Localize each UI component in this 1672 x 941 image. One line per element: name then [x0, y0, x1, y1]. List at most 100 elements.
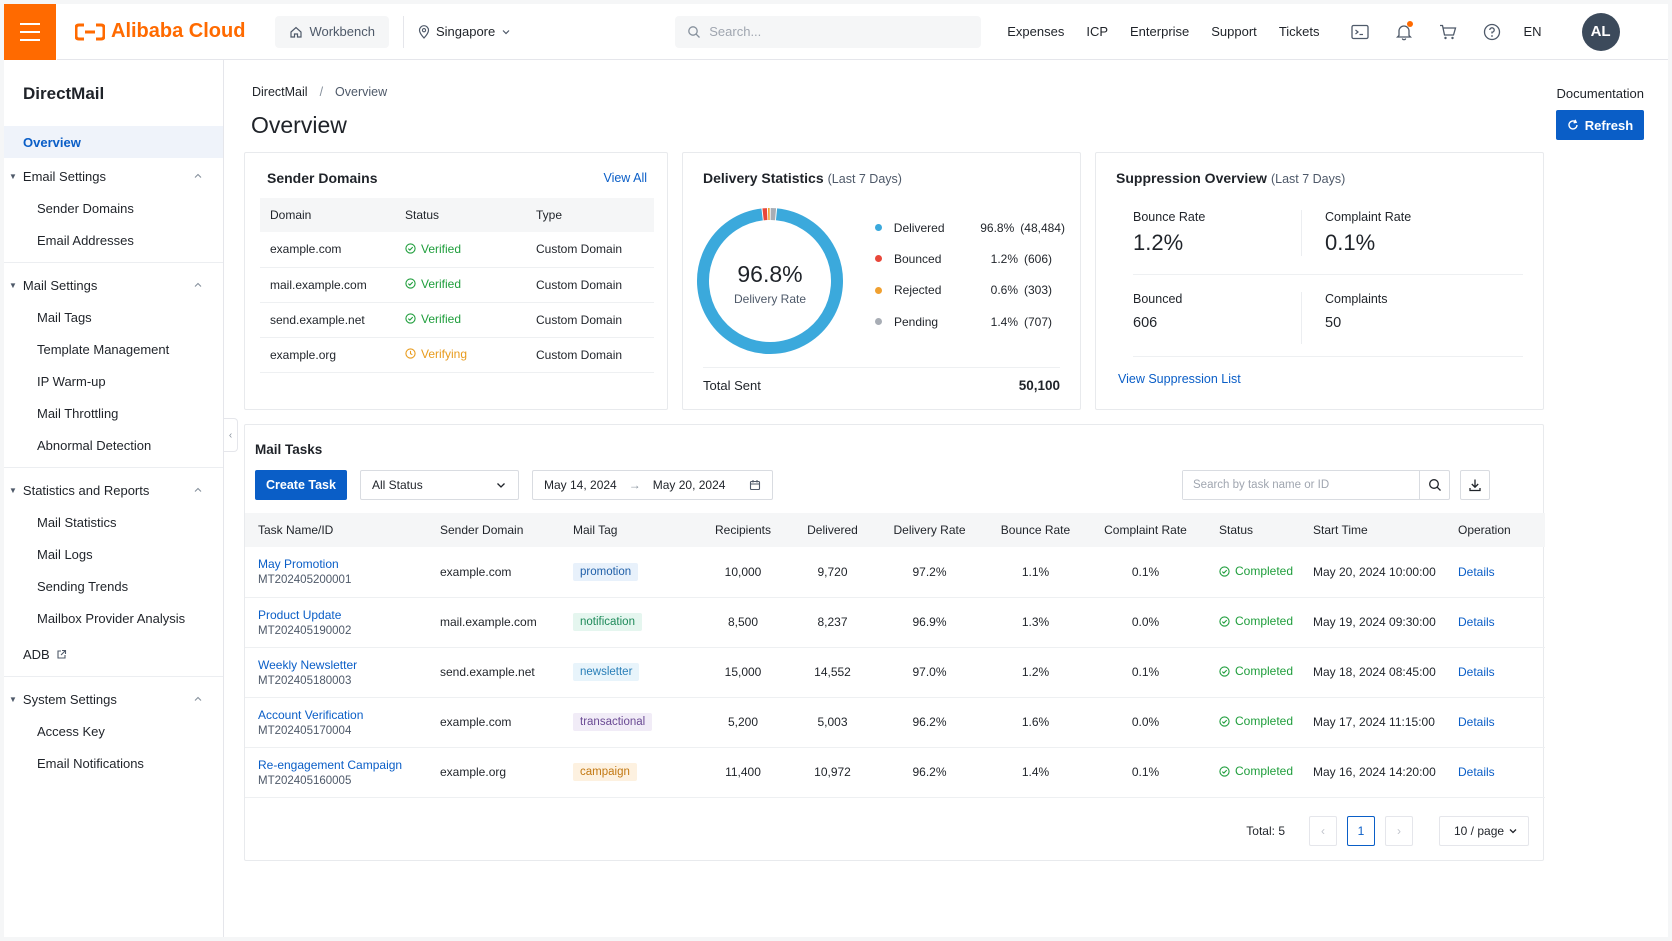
task-name-link[interactable]: Weekly Newsletter: [258, 657, 358, 672]
sidebar-item-email-addresses[interactable]: Email Addresses: [37, 232, 134, 248]
sidebar-item-mail-statistics[interactable]: Mail Statistics: [37, 514, 117, 530]
nav-link-expenses[interactable]: Expenses: [1007, 24, 1065, 39]
sidebar-item-ip-warm-up[interactable]: IP Warm-up: [37, 373, 106, 389]
mail-tag-badge: campaign: [573, 763, 637, 781]
breadcrumb: DirectMail / Overview: [252, 85, 387, 99]
legend-dot: [875, 318, 882, 326]
nav-link-enterprise[interactable]: Enterprise: [1130, 24, 1190, 39]
download-button[interactable]: [1460, 470, 1490, 500]
status-text: Completed: [1235, 564, 1294, 578]
nav-link-support[interactable]: Support: [1211, 24, 1257, 39]
user-avatar[interactable]: AL: [1581, 12, 1620, 51]
date-range-picker[interactable]: May 14, 2024 → May 20, 2024: [532, 470, 773, 500]
task-name-link[interactable]: Product Update: [258, 607, 342, 622]
sidebar-group-statistics-reports[interactable]: ▼ Statistics and Reports: [4, 474, 223, 506]
sidebar-item-sender-domains[interactable]: Sender Domains: [37, 200, 134, 216]
status-cell: Completed: [1207, 647, 1313, 698]
delivery-subtitle: (Last 7 Days): [827, 172, 902, 186]
table-row: send.example.net Verified Custom Domain: [260, 302, 654, 338]
sidebar-item-abnormal-detection[interactable]: Abnormal Detection: [37, 437, 152, 453]
column-header: Task Name/ID: [245, 513, 440, 547]
status-cell: Verifying: [395, 337, 526, 373]
start-time-cell: May 19, 2024 09:30:00: [1313, 597, 1458, 648]
sidebar-item-template-management[interactable]: Template Management: [37, 341, 170, 357]
sidebar-item-mail-tags[interactable]: Mail Tags: [37, 309, 92, 325]
task-id: MT202405170004: [258, 724, 352, 737]
sidebar-item-sending-trends[interactable]: Sending Trends: [37, 578, 129, 594]
sidebar-item-access-key[interactable]: Access Key: [37, 723, 105, 739]
task-name-link[interactable]: Re-engagement Campaign: [258, 757, 403, 772]
language-switch[interactable]: EN: [1523, 24, 1542, 39]
view-suppression-list-link[interactable]: View Suppression List: [1118, 372, 1241, 386]
legend-name: Pending: [894, 314, 939, 329]
status-badge: Completed: [1219, 714, 1293, 728]
hamburger-menu-button[interactable]: [4, 4, 56, 60]
sidebar-item-email-notifications[interactable]: Email Notifications: [37, 755, 144, 771]
task-name-link[interactable]: Account Verification: [258, 707, 364, 722]
view-all-domains-link[interactable]: View All: [603, 171, 647, 185]
task-search-input[interactable]: [1183, 471, 1419, 499]
legend-percent: 1.2%: [990, 251, 1018, 266]
refresh-button[interactable]: Refresh: [1556, 110, 1644, 140]
pagination-next-button[interactable]: ›: [1385, 816, 1413, 846]
terminal-icon[interactable]: [1350, 22, 1370, 42]
sidebar-item-mail-logs[interactable]: Mail Logs: [37, 546, 93, 562]
sidebar-item-adb[interactable]: ADB: [4, 638, 223, 670]
sidebar-group-label: System Settings: [22, 691, 117, 707]
details-link[interactable]: Details: [1458, 765, 1495, 779]
mail-tag-cell: notification: [573, 597, 693, 648]
delivery-legend: Delivered 96.8% (48,484) Bounced 1.2% (606) Re…: [875, 212, 1065, 337]
type-cell: Custom Domain: [526, 232, 654, 268]
details-link[interactable]: Details: [1458, 715, 1495, 729]
details-link[interactable]: Details: [1458, 564, 1495, 579]
recipients-cell: 10,000: [693, 547, 793, 598]
sidebar-group-system-settings[interactable]: ▼ System Settings: [4, 683, 223, 715]
column-header: Recipients: [693, 513, 793, 547]
sidebar-item-mail-throttling[interactable]: Mail Throttling: [37, 405, 119, 421]
brand-logo[interactable]: Alibaba Cloud: [56, 4, 263, 60]
date-to[interactable]: May 20, 2024: [652, 478, 726, 492]
cart-icon[interactable]: [1438, 22, 1458, 42]
nav-link-tickets[interactable]: Tickets: [1278, 24, 1320, 39]
sidebar-item-overview[interactable]: Overview: [4, 126, 223, 158]
sidebar-group-mail-settings[interactable]: ▼ Mail Settings: [4, 269, 223, 301]
delivery-rate-cell: 97.2%: [872, 547, 987, 598]
chevron-left-icon: ‹: [228, 429, 233, 441]
sidebar-item-mailbox-provider-analysis[interactable]: Mailbox Provider Analysis: [37, 610, 186, 626]
details-link[interactable]: Details: [1458, 615, 1495, 629]
status-filter-select[interactable]: All Status: [360, 470, 519, 500]
domain-cell: mail.example.com: [260, 267, 395, 303]
pagination-page-1[interactable]: 1: [1347, 816, 1375, 846]
mail-tag-badge: newsletter: [573, 663, 640, 681]
sender-domains-table: Domain Status Type example.com Verified Cu…: [260, 198, 654, 373]
chevron-up-icon: [194, 696, 202, 701]
help-icon[interactable]: [1482, 22, 1502, 42]
chevron-down-icon: [502, 29, 510, 34]
date-from[interactable]: May 14, 2024: [544, 478, 617, 492]
region-selector[interactable]: Singapore: [402, 15, 525, 48]
notification-bell-icon[interactable]: [1394, 20, 1414, 42]
task-search-button[interactable]: [1419, 471, 1449, 499]
adb-label: ADB: [23, 646, 50, 662]
bounce-rate-cell: 1.2%: [987, 647, 1084, 698]
table-row: May Promotion MT202405200001 example.com pr…: [245, 547, 1545, 598]
details-link[interactable]: Details: [1458, 665, 1495, 679]
nav-link-icp[interactable]: ICP: [1086, 24, 1109, 39]
documentation-link[interactable]: Documentation: [1556, 86, 1644, 101]
bounce-rate-cell: 1.1%: [987, 547, 1084, 598]
delivery-statistics-card: Delivery Statistics (Last 7 Days) 96.8% D…: [682, 152, 1081, 410]
create-task-button[interactable]: Create Task: [255, 470, 347, 500]
sidebar-collapse-button[interactable]: ‹: [224, 418, 238, 452]
task-name-link[interactable]: May Promotion: [258, 557, 339, 572]
table-row: mail.example.com Verified Custom Domain: [260, 267, 654, 303]
status-badge: Completed: [1219, 614, 1293, 628]
table-row: Re-engagement Campaign MT202405160005 exam…: [245, 747, 1545, 798]
breadcrumb-directmail[interactable]: DirectMail: [252, 85, 308, 99]
download-icon: [1469, 479, 1481, 492]
pagination-prev-button[interactable]: ‹: [1309, 816, 1337, 846]
status-badge: Verifying: [405, 347, 467, 361]
global-search-input[interactable]: [709, 24, 970, 39]
page-size-select[interactable]: 10 / page: [1439, 816, 1529, 846]
sidebar-group-email-settings[interactable]: ▼ Email Settings: [4, 160, 223, 192]
workbench-button[interactable]: Workbench: [275, 15, 389, 48]
